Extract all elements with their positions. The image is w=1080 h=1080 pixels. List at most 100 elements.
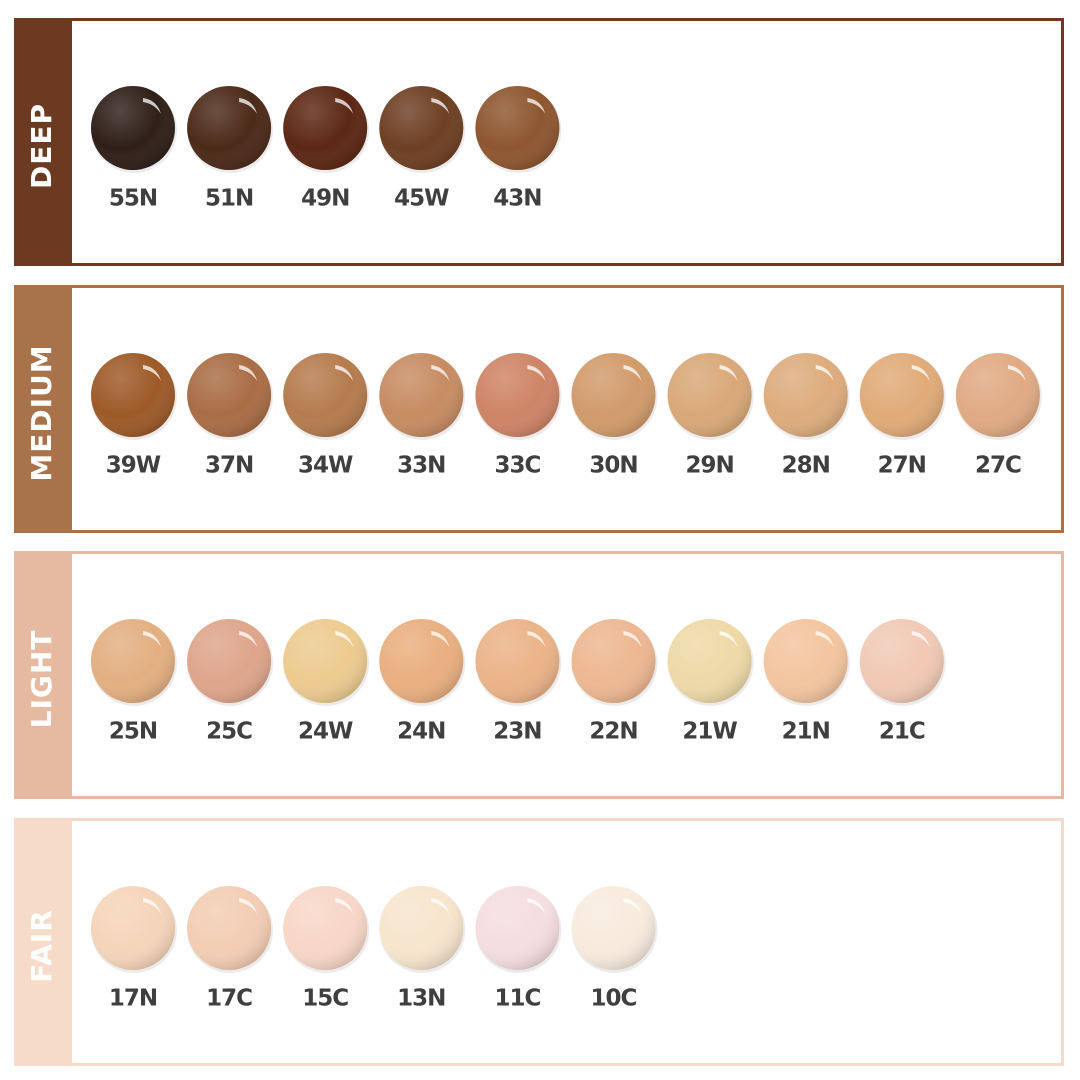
swatch: 29N <box>667 353 754 479</box>
shade-name: 21W <box>682 719 737 745</box>
swatch-shine <box>283 353 368 437</box>
swatch-glare <box>623 631 642 647</box>
swatch: 33C <box>475 353 562 479</box>
shade-name: 27N <box>878 453 926 479</box>
shade-name: 51N <box>205 186 253 212</box>
swatch: 25C <box>187 619 274 745</box>
shade-name: 15C <box>302 986 348 1012</box>
swatch-glare <box>143 898 161 914</box>
shade-name: 24W <box>298 719 353 745</box>
swatch: 49N <box>283 86 370 212</box>
shade-name: 17C <box>206 986 252 1012</box>
shade-name: 30N <box>589 453 637 479</box>
shade-group: LIGHT 25N 25C 24W 24N 23N 22N 21W 21N 21C <box>14 551 1064 799</box>
swatch-shine <box>379 86 464 170</box>
shade-name: 27C <box>975 453 1021 479</box>
swatch-shine <box>91 619 175 703</box>
swatch-shine <box>667 619 752 703</box>
swatch-glare <box>239 365 258 381</box>
group-label: LIGHT <box>25 630 58 729</box>
swatch-glare <box>431 631 450 647</box>
swatch-shine <box>859 619 944 703</box>
swatch-shine <box>571 619 656 703</box>
swatch-shine <box>187 353 272 437</box>
swatch: 24W <box>283 619 370 745</box>
swatch-glare <box>239 631 258 647</box>
swatch-shine <box>763 619 848 703</box>
swatch-glare <box>431 898 450 914</box>
swatch-shine <box>283 886 368 970</box>
swatch-glare <box>335 98 354 114</box>
swatch-glare <box>719 631 738 647</box>
swatch-glare <box>335 898 354 914</box>
shade-group: FAIR 17N 17C 15C 13N 11C 10C <box>14 818 1064 1066</box>
swatch-shine <box>475 886 560 970</box>
swatch-glare <box>239 898 258 914</box>
shade-name: 17N <box>109 986 157 1012</box>
swatch-glare <box>143 98 161 114</box>
swatch-glare <box>623 898 642 914</box>
swatch: 28N <box>763 353 850 479</box>
swatch-glare <box>527 98 546 114</box>
shade-name: 43N <box>493 186 541 212</box>
swatch-shine <box>859 353 944 437</box>
swatch: 21N <box>763 619 850 745</box>
swatch-glare <box>143 365 161 381</box>
swatch-glare <box>143 631 161 647</box>
swatch-glare <box>335 365 354 381</box>
swatch-shine <box>91 86 175 170</box>
swatch: 27N <box>859 353 946 479</box>
swatch-glare <box>527 898 546 914</box>
shade-name: 28N <box>782 453 830 479</box>
swatch: 10C <box>571 886 658 1012</box>
swatch-glare <box>431 365 450 381</box>
swatch-shine <box>379 886 464 970</box>
swatch: 30N <box>571 353 658 479</box>
swatch-glare <box>431 98 450 114</box>
swatch-shine <box>379 353 464 437</box>
swatch-glare <box>911 365 930 381</box>
shade-name: 24N <box>397 719 445 745</box>
shade-name: 23N <box>493 719 541 745</box>
swatch: 55N <box>91 86 177 212</box>
shade-name: 33C <box>494 453 540 479</box>
swatch-shine <box>283 619 368 703</box>
group-band <box>14 18 72 266</box>
shade-name: 39W <box>106 453 161 479</box>
swatch-glare <box>1007 365 1026 381</box>
swatch-shine <box>955 353 1040 437</box>
swatch-shine <box>187 86 272 170</box>
swatch-shine <box>571 886 656 970</box>
swatch: 34W <box>283 353 370 479</box>
swatch: 21W <box>667 619 754 745</box>
swatch-glare <box>239 98 258 114</box>
swatch: 21C <box>859 619 946 745</box>
shade-name: 10C <box>591 986 637 1012</box>
shade-name: 49N <box>301 186 349 212</box>
shade-name: 21N <box>782 719 830 745</box>
swatch: 15C <box>283 886 370 1012</box>
swatch-glare <box>527 631 546 647</box>
group-label: FAIR <box>25 909 58 983</box>
swatch: 17C <box>187 886 274 1012</box>
swatch-glare <box>527 365 546 381</box>
swatch: 13N <box>379 886 466 1012</box>
shade-name: 34W <box>298 453 353 479</box>
swatch: 37N <box>187 353 274 479</box>
shade-group: DEEP 55N 51N 49N 45W 43N <box>14 18 1064 266</box>
swatch-glare <box>719 365 738 381</box>
swatch-shine <box>379 619 464 703</box>
shade-name: 37N <box>205 453 253 479</box>
shade-name: 55N <box>109 186 157 212</box>
group-band <box>14 818 72 1066</box>
swatch-shine <box>187 886 272 970</box>
swatch: 25N <box>91 619 177 745</box>
swatch: 22N <box>571 619 658 745</box>
shade-name: 25C <box>206 719 252 745</box>
shade-name: 13N <box>397 986 445 1012</box>
shade-name: 29N <box>685 453 733 479</box>
swatch-glare <box>911 631 930 647</box>
swatch: 43N <box>475 86 562 212</box>
swatch: 24N <box>379 619 466 745</box>
group-band <box>14 551 72 799</box>
